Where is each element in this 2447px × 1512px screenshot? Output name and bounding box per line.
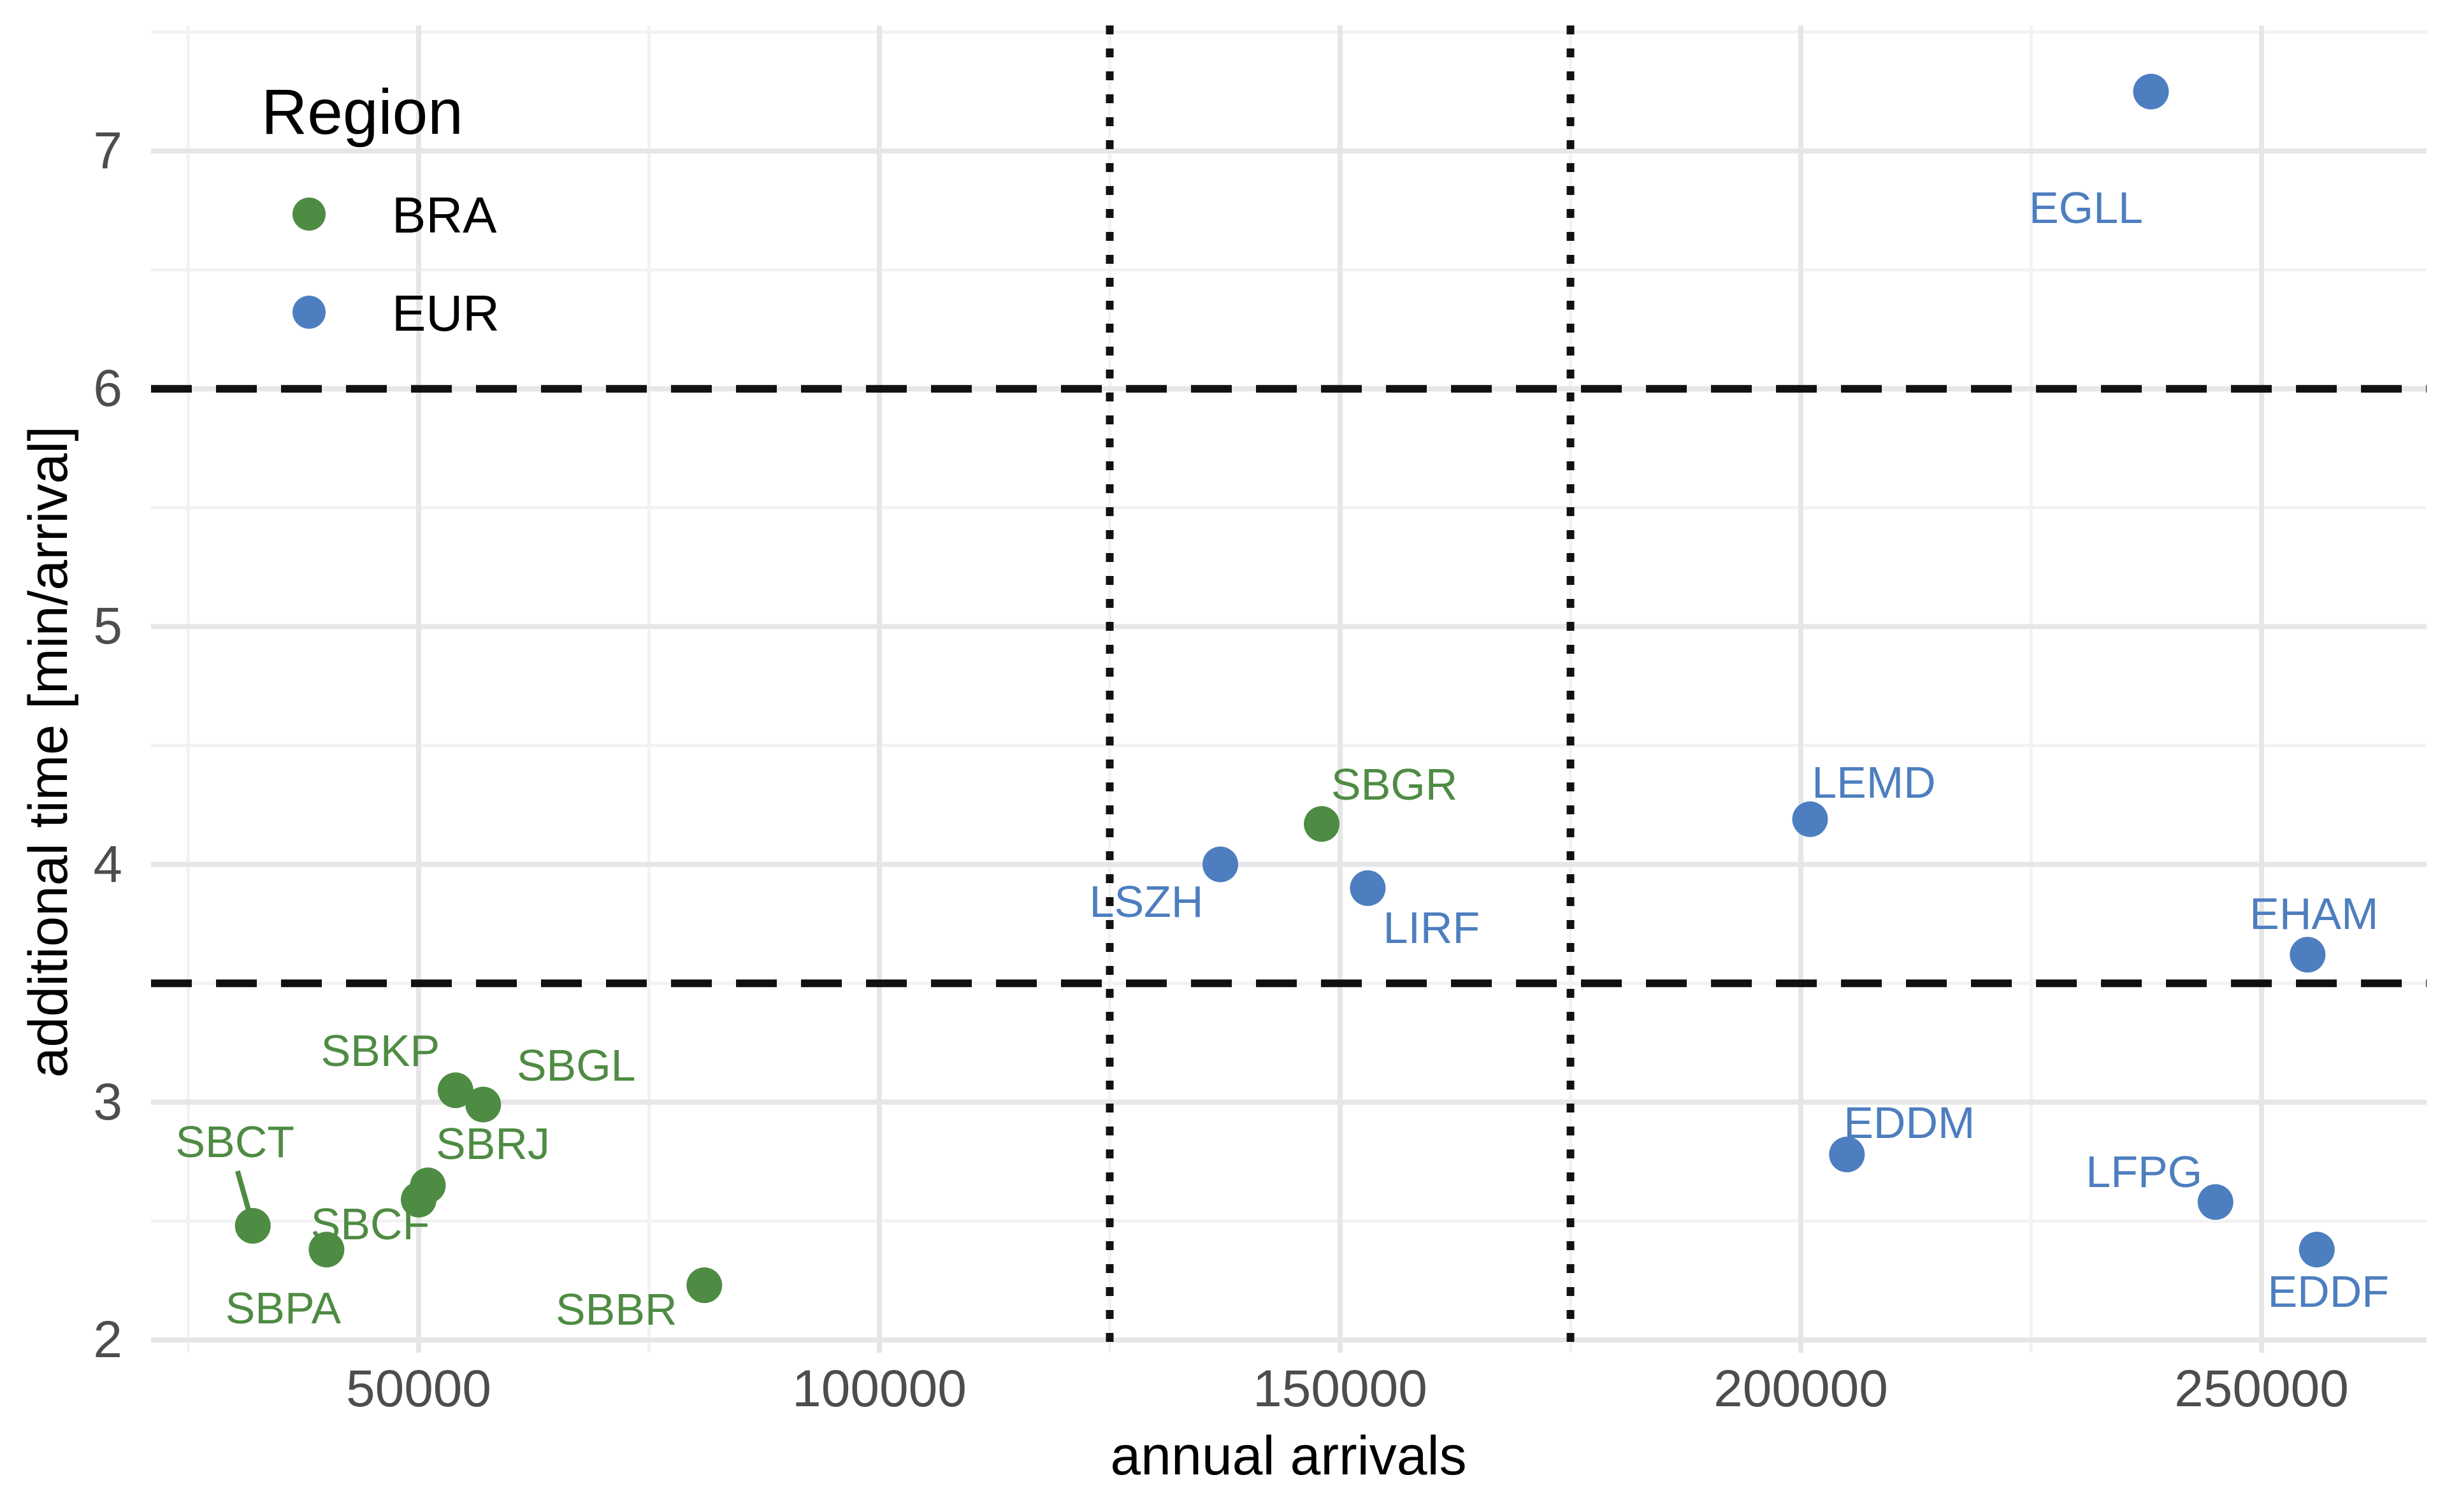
data-point-EDDF (2299, 1232, 2335, 1268)
y-tick-label: 3 (93, 1072, 122, 1131)
data-point-SBCT (235, 1207, 271, 1244)
data-point-LIRF (1350, 870, 1386, 906)
legend-title: Region (261, 76, 463, 148)
data-point-SBRJ (410, 1167, 446, 1204)
x-axis-title: annual arrivals (1110, 1425, 1467, 1487)
x-tick-label: 100000 (792, 1360, 967, 1418)
point-label-EDDF: EDDF (2267, 1267, 2390, 1317)
legend-key-eur-icon (292, 296, 326, 329)
data-point-EHAM (2290, 937, 2326, 973)
data-point-SBBR (686, 1267, 723, 1304)
data-point-EDDM (1829, 1136, 1865, 1172)
data-point-SBKP (437, 1072, 473, 1109)
data-point-SBGL (465, 1086, 502, 1123)
data-point-LEMD (1792, 801, 1828, 837)
legend-label-eur: EUR (392, 285, 500, 342)
x-tick-label: 200000 (1714, 1360, 1888, 1418)
data-point-LSZH (1202, 846, 1239, 882)
point-label-SBCT: SBCT (175, 1116, 295, 1167)
point-label-LFPG: LFPG (2086, 1146, 2203, 1197)
label-leader-line (235, 1170, 251, 1210)
x-tick-label: 50000 (345, 1360, 492, 1418)
point-label-LSZH: LSZH (1089, 876, 1204, 926)
data-point-SBGR (1304, 806, 1340, 842)
point-label-LEMD: LEMD (1812, 757, 1936, 807)
point-label-EHAM: EHAM (2249, 889, 2379, 939)
y-tick-label: 4 (93, 835, 122, 893)
legend-key-bra-icon (292, 198, 326, 231)
point-label-SBGR: SBGR (1331, 760, 1458, 810)
point-label-EGLL: EGLL (2028, 182, 2143, 233)
point-label-EDDM: EDDM (1844, 1097, 1975, 1148)
y-tick-label: 2 (93, 1311, 122, 1369)
point-label-SBBR: SBBR (555, 1285, 677, 1335)
y-tick-label: 5 (93, 597, 122, 656)
x-tick-label: 150000 (1253, 1360, 1427, 1418)
point-label-SBRJ: SBRJ (435, 1119, 550, 1169)
point-label-SBGL: SBGL (516, 1040, 636, 1090)
y-tick-label: 7 (93, 122, 122, 180)
legend-label-bra: BRA (392, 187, 497, 243)
y-axis-title: additional time [min/arrival] (18, 426, 79, 1078)
point-label-LIRF: LIRF (1383, 902, 1480, 953)
point-label-SBPA: SBPA (225, 1283, 342, 1334)
data-point-LFPG (2197, 1184, 2234, 1220)
point-label-SBCF: SBCF (310, 1199, 430, 1249)
y-tick-label: 6 (93, 359, 122, 418)
data-point-SBPA (308, 1232, 345, 1268)
point-label-SBKP: SBKP (321, 1026, 440, 1076)
x-tick-label: 250000 (2174, 1360, 2349, 1418)
data-point-EGLL (2133, 73, 2169, 110)
